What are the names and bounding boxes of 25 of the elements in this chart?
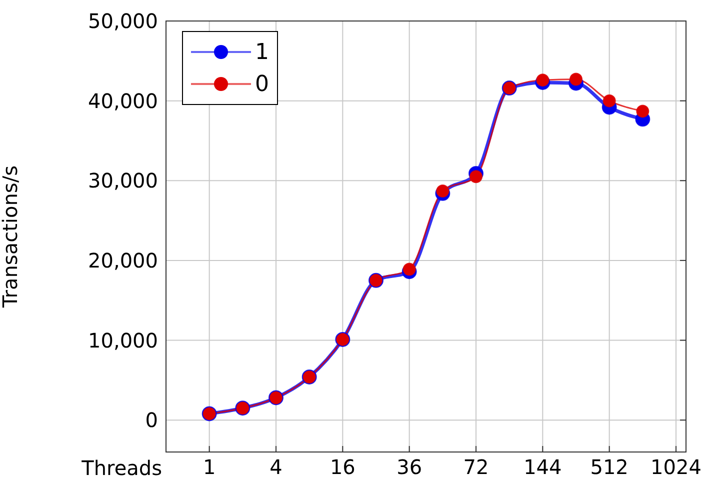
- x-tick-label: 16: [330, 455, 356, 479]
- point: [570, 72, 582, 86]
- x-tick-label: 144: [524, 455, 562, 479]
- y-tick-label: 20,000: [88, 248, 158, 273]
- x-tick-label: 36: [396, 455, 422, 479]
- x-axis-title: Threads: [80, 456, 162, 480]
- x-tick-label: 4: [270, 455, 282, 479]
- point: [636, 104, 650, 118]
- x-tick-label: 1: [202, 455, 216, 479]
- y-tick-label: 50,000: [88, 9, 158, 34]
- y-tick-label: 30,000: [88, 168, 158, 193]
- point: [536, 74, 550, 87]
- y-tick-label: 40,000: [88, 88, 158, 113]
- y-tick-label: 0: [145, 408, 158, 432]
- legend-label: 0: [255, 72, 269, 96]
- y-tick-label: 10,000: [88, 328, 158, 352]
- point: [602, 94, 616, 108]
- point: [470, 170, 482, 184]
- point: [402, 262, 416, 276]
- legend-label: 1: [255, 40, 269, 64]
- x-tick-label: 1024: [650, 455, 702, 479]
- x-tick-label: 72: [463, 455, 489, 479]
- x-tick-label: 512: [590, 455, 628, 479]
- point: [436, 184, 450, 198]
- y-axis-title: Transactions/s: [0, 166, 22, 308]
